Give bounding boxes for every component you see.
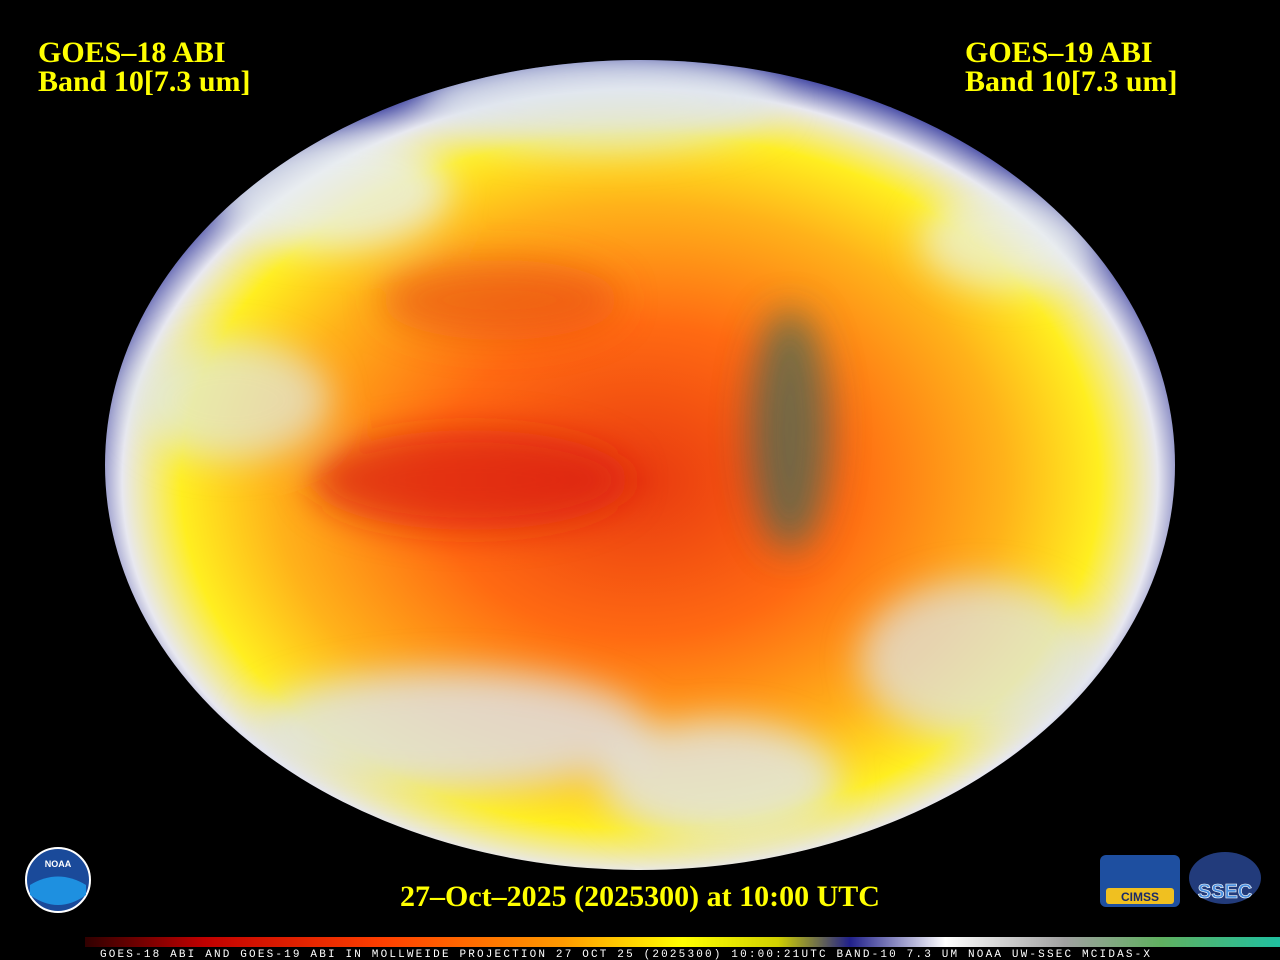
noaa-logo: NOAA (25, 847, 91, 913)
cloud-features (130, 60, 1100, 840)
cimss-text: CIMSS (1121, 890, 1159, 904)
right-satellite: GOES–19 ABI (965, 36, 1153, 69)
left-satellite: GOES–18 ABI (38, 36, 226, 69)
ssec-text: SSEC (1198, 881, 1252, 903)
color-bar-caption: GOES-18 ABI AND GOES-19 ABI IN MOLLWEIDE… (100, 949, 1150, 960)
right-band: Band 10[7.3 um] (965, 65, 1178, 98)
cimss-logo: CIMSS (1100, 855, 1180, 907)
timestamp: 27–Oct–2025 (2025300) at 10:00 UTC (400, 880, 880, 913)
color-bar (85, 937, 1280, 947)
ssec-logo: SSEC (1189, 852, 1261, 904)
left-band: Band 10[7.3 um] (38, 65, 251, 98)
noaa-text: NOAA (45, 859, 72, 869)
